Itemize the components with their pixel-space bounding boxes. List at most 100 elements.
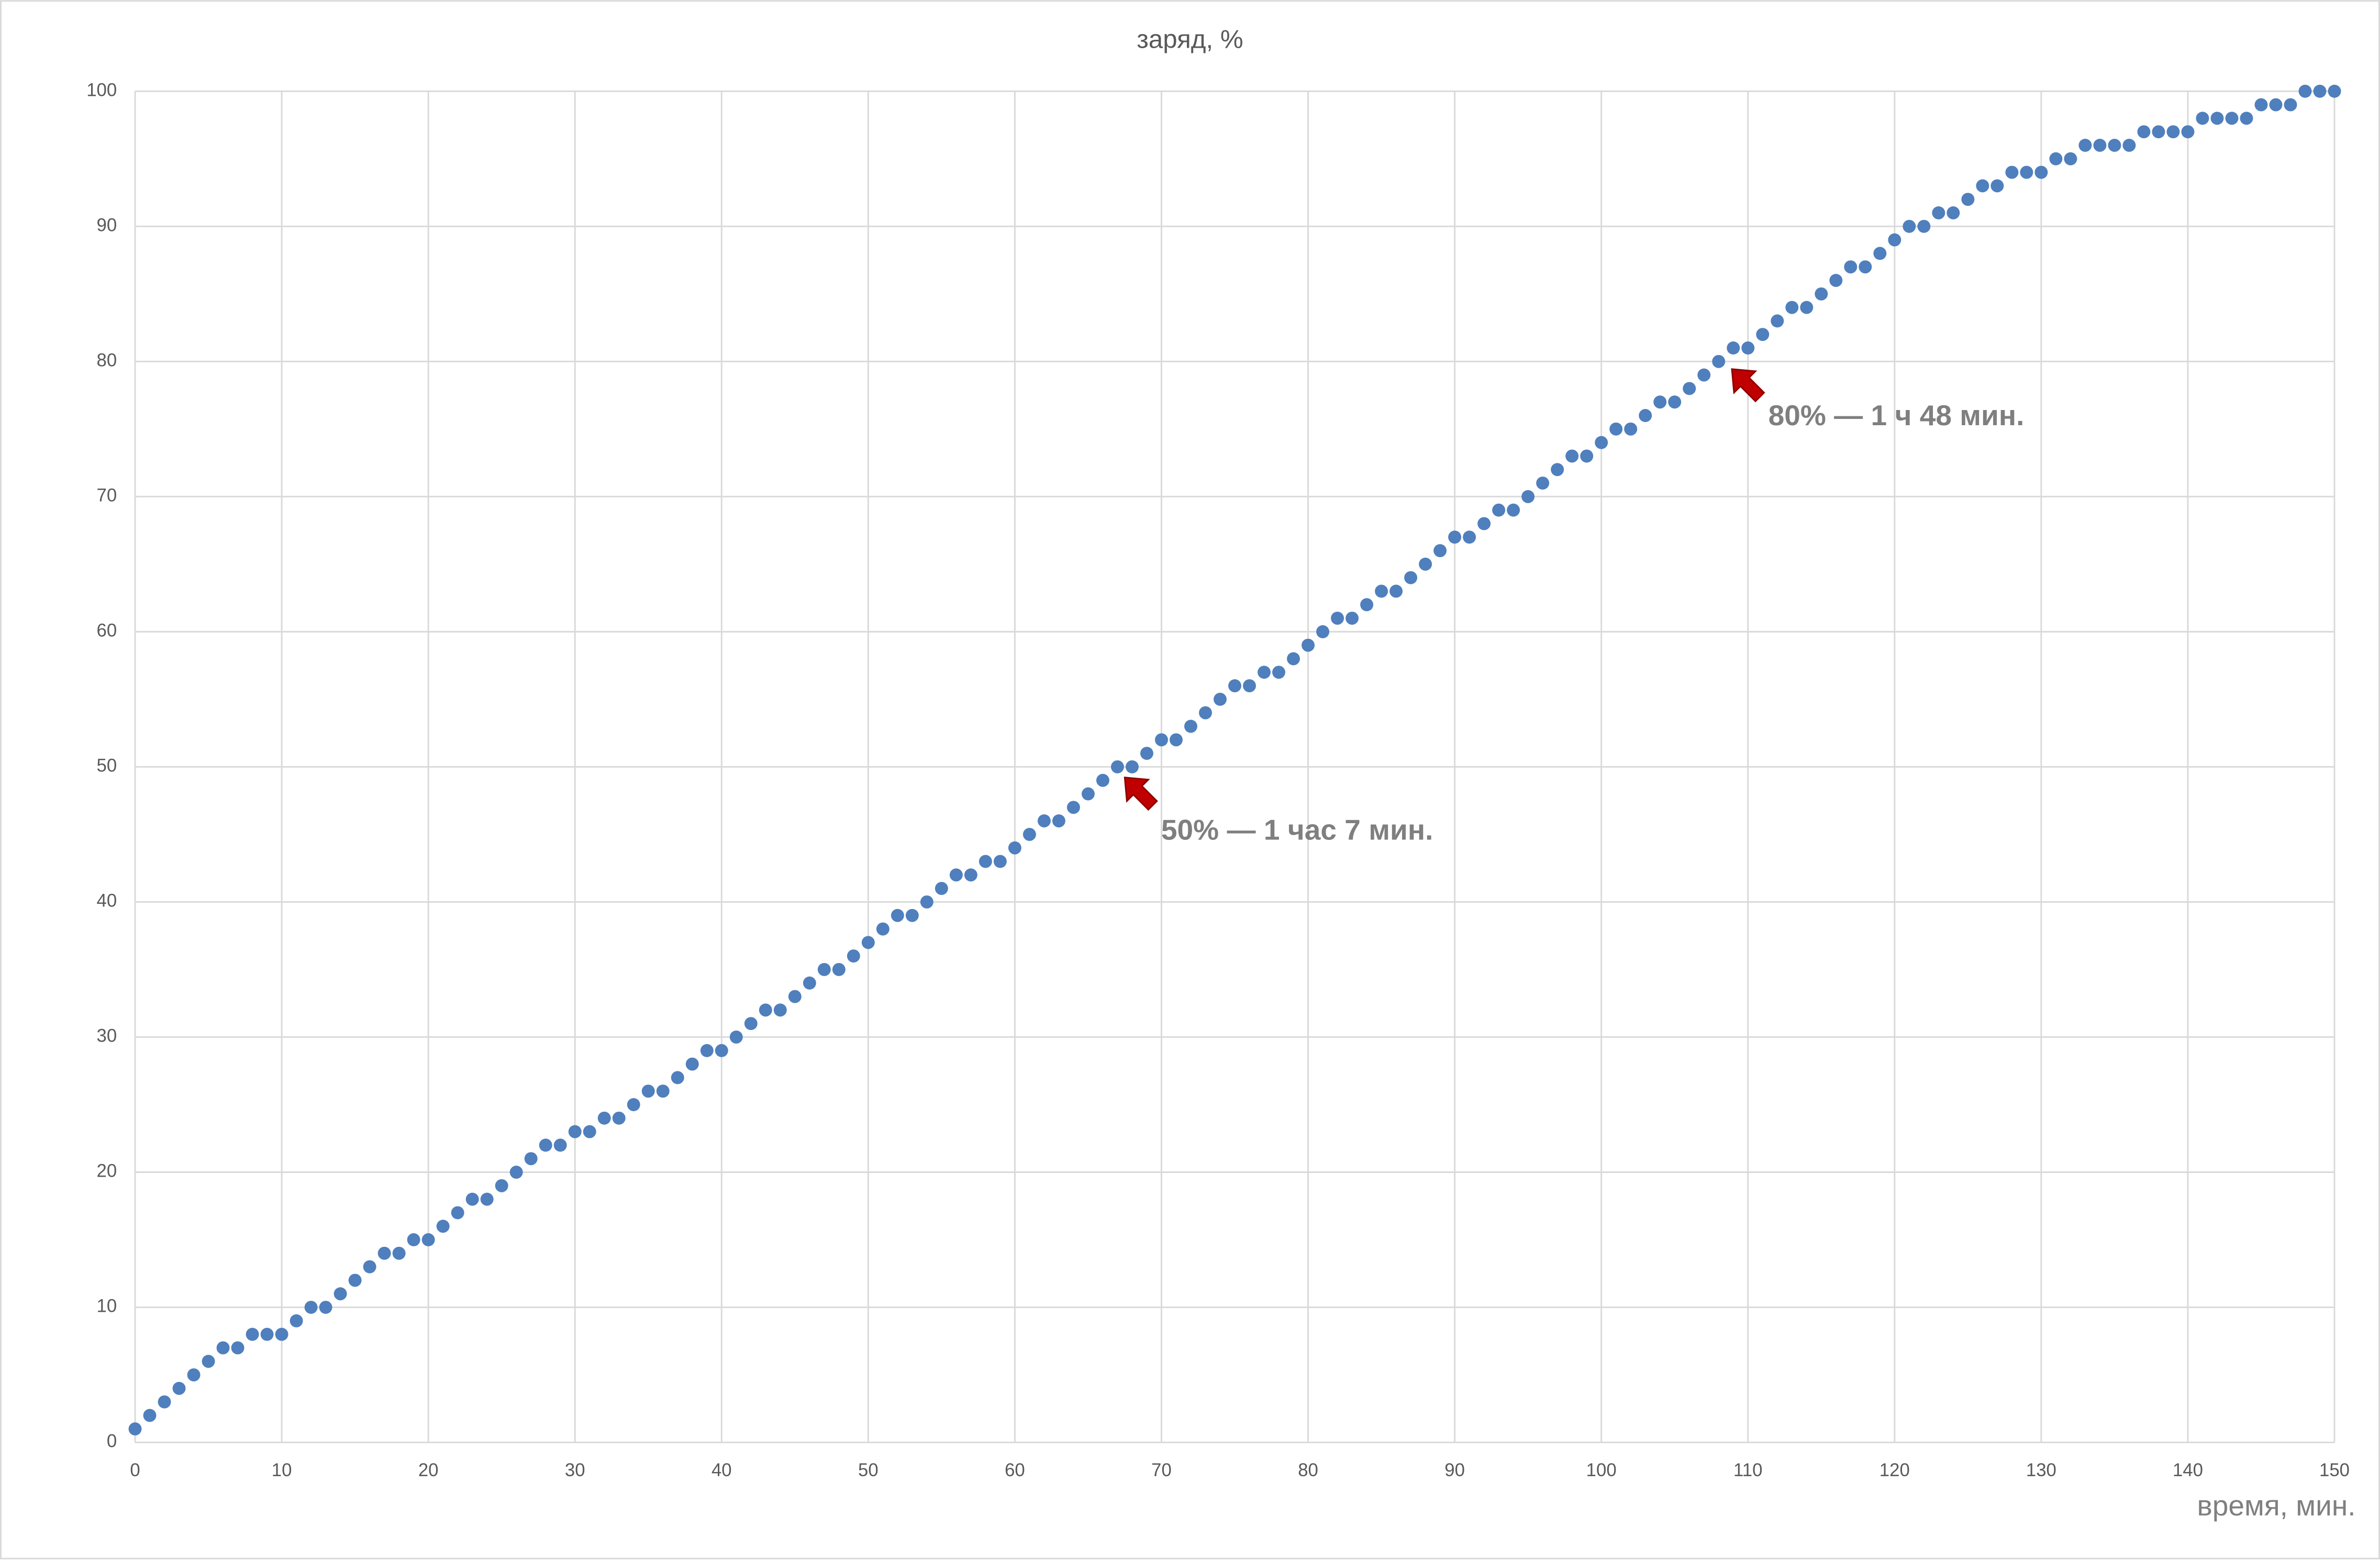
data-point (685, 1057, 699, 1071)
data-point (597, 1111, 611, 1125)
data-point (2005, 165, 2019, 179)
data-point (1052, 814, 1065, 828)
data-point (1477, 517, 1491, 530)
annotation: 80% — 1 ч 48 мин. (1769, 399, 2025, 431)
x-tick-label: 0 (130, 1460, 140, 1480)
data-point (319, 1301, 332, 1314)
data-point (1683, 382, 1696, 395)
data-point (553, 1138, 567, 1152)
data-point (392, 1246, 406, 1260)
data-point (1126, 760, 1139, 773)
data-point (1463, 530, 1476, 544)
data-point (1272, 666, 1286, 679)
data-point (2152, 125, 2165, 139)
data-point (2064, 152, 2077, 165)
x-tick-label: 140 (2173, 1460, 2203, 1480)
data-point (1961, 193, 1975, 206)
x-tick-label: 40 (711, 1460, 732, 1480)
data-point (304, 1301, 318, 1314)
data-point (480, 1192, 494, 1206)
data-point (451, 1206, 464, 1220)
data-point (583, 1125, 596, 1138)
x-tick-label: 60 (1005, 1460, 1025, 1480)
data-point (495, 1179, 508, 1192)
data-point (2078, 138, 2092, 152)
data-point (993, 855, 1007, 868)
x-tick-label: 10 (272, 1460, 292, 1480)
data-point (143, 1409, 157, 1422)
data-point (1551, 463, 1564, 477)
data-point (465, 1192, 479, 1206)
data-point (847, 949, 860, 963)
y-tick-label: 10 (97, 1297, 117, 1316)
points (128, 84, 2341, 1436)
data-point (407, 1233, 420, 1246)
data-point (2020, 165, 2033, 179)
data-point (260, 1327, 274, 1341)
data-point (1081, 787, 1095, 801)
data-point (1492, 503, 1506, 517)
data-point (128, 1422, 142, 1436)
data-point (1932, 206, 1945, 219)
data-point (1668, 395, 1682, 409)
data-point (1756, 328, 1770, 341)
data-point (377, 1246, 391, 1260)
data-point (158, 1395, 171, 1409)
data-point (1536, 477, 1550, 490)
data-point (1184, 719, 1197, 733)
data-point (817, 962, 831, 976)
data-point (891, 909, 904, 922)
y-tick-label: 60 (97, 621, 117, 641)
data-point (1990, 179, 2004, 193)
data-point (2269, 98, 2283, 112)
data-point (1199, 706, 1212, 719)
data-point (1639, 409, 1652, 422)
data-point (1976, 179, 1989, 193)
data-point (612, 1111, 626, 1125)
data-point (1624, 422, 1638, 436)
data-point (978, 855, 992, 868)
y-tick-label: 80 (97, 350, 117, 370)
data-point (1873, 247, 1887, 260)
data-point (363, 1260, 376, 1274)
data-point (935, 882, 948, 895)
data-point (1140, 747, 1153, 760)
x-tick-label: 100 (1586, 1460, 1617, 1480)
x-tick-label: 90 (1444, 1460, 1465, 1480)
data-point (759, 1003, 772, 1017)
data-point (216, 1341, 230, 1355)
data-point (773, 1003, 787, 1017)
data-point (187, 1368, 201, 1382)
data-point (861, 936, 875, 949)
data-point (2284, 98, 2297, 112)
data-point (202, 1355, 215, 1368)
grid: 0 10 20 30 40 50 60 70 80 90 100 0 10 20 30 40 50 60 70 80 9… (86, 80, 2350, 1480)
data-point (1741, 341, 1755, 355)
data-point (1170, 733, 1183, 747)
data-point (172, 1381, 186, 1395)
data-point (1228, 679, 1241, 693)
data-point (2240, 112, 2253, 125)
chart-title: заряд, % (1137, 25, 1243, 54)
x-tick-label: 110 (1733, 1460, 1762, 1480)
data-point (524, 1152, 538, 1166)
data-point (1859, 260, 1872, 274)
data-point (2210, 112, 2224, 125)
data-point (1302, 638, 1315, 652)
x-axis-label: время, мин. (2197, 1489, 2355, 1522)
data-point (1888, 233, 1901, 247)
data-point (1096, 773, 1109, 787)
x-tick-label: 150 (2319, 1460, 2350, 1480)
y-tick-label: 20 (97, 1161, 117, 1181)
data-point (2034, 165, 2048, 179)
data-point (1771, 314, 1784, 328)
data-point (1243, 679, 1256, 693)
data-point (1565, 449, 1579, 463)
x-tick-label: 20 (418, 1460, 439, 1480)
data-point (1815, 287, 1828, 301)
data-point (1844, 260, 1858, 274)
data-point (949, 868, 963, 882)
data-point (876, 922, 889, 936)
